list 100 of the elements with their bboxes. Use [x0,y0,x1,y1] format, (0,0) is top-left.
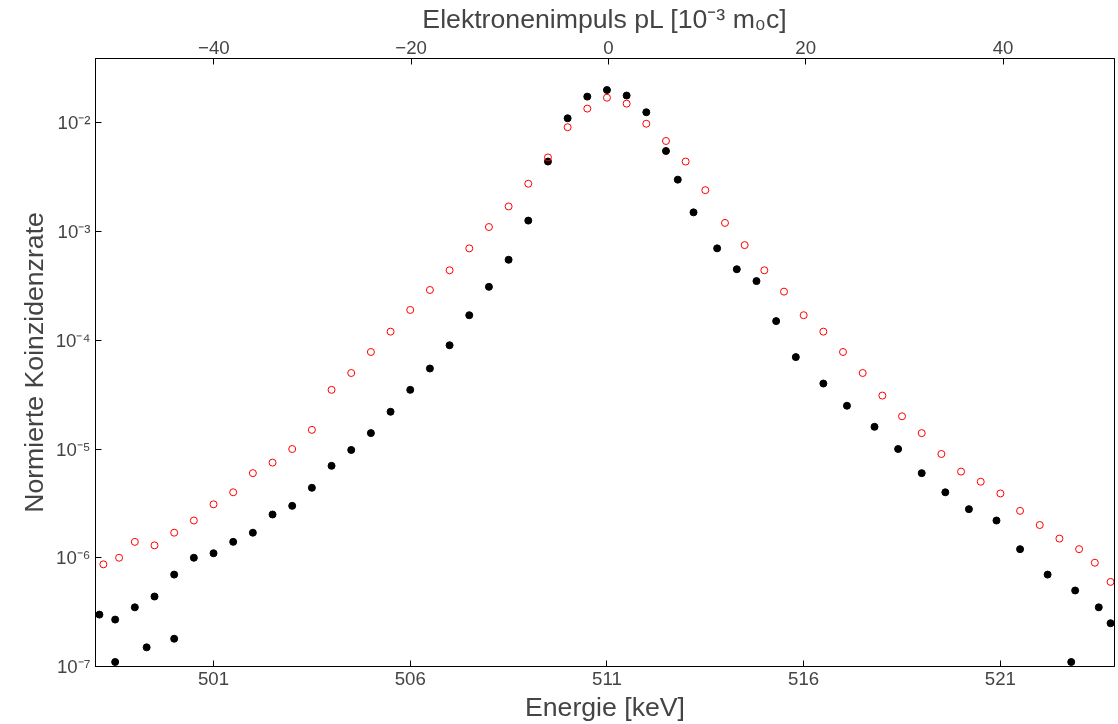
point [248,528,257,537]
point [347,369,356,377]
point [791,353,800,362]
y-tick-label: 10⁻⁵ [56,438,91,460]
point [209,500,218,509]
point [842,401,851,410]
point [366,429,375,438]
point [406,305,415,314]
point [307,425,316,434]
point [288,445,297,453]
point [937,449,946,458]
point [111,658,120,666]
point [111,615,120,624]
point [602,93,611,102]
point [1106,577,1115,586]
point [142,643,151,652]
point [425,364,434,373]
point [170,528,179,537]
point [819,379,828,388]
point [740,241,749,250]
point [681,157,690,166]
point [622,91,631,100]
point [622,99,631,108]
point [445,341,454,350]
x2-tick-label: 0 [603,36,614,58]
y-tick-label: 10⁻⁶ [56,547,91,569]
point [992,516,1001,525]
point [524,216,533,225]
point [1106,619,1115,628]
point [1016,506,1025,515]
point [964,505,973,514]
point [189,516,198,525]
point [130,537,139,546]
point [894,445,903,453]
point [504,255,513,264]
point [504,202,513,211]
point [713,244,722,253]
y-tick-label: 10⁻² [57,112,91,134]
point [976,477,985,486]
point [642,119,651,128]
point [772,317,781,326]
point [406,385,415,394]
point [229,488,238,497]
point [1071,586,1080,595]
point [465,311,474,320]
point [996,489,1005,498]
point [327,461,336,470]
point [366,348,375,356]
y-tick-label: 10⁻³ [57,221,91,243]
x-tick-label: 516 [788,667,820,689]
point [1043,570,1052,579]
point [248,469,257,478]
point [484,223,493,232]
y-axis-title: Normierte Koinzidenzrate [18,212,49,513]
point [563,123,572,132]
point [799,311,808,320]
point [130,603,139,612]
point [327,385,336,394]
point [189,553,198,562]
point [661,137,670,145]
point [445,266,454,275]
x2-tick-label: 20 [795,36,817,58]
x-tick-label: 511 [592,667,622,689]
point [1090,558,1099,567]
point [288,501,297,510]
point [583,104,592,113]
point [484,282,493,291]
point [917,469,926,478]
point [661,147,670,155]
point [1016,545,1025,554]
point [1055,534,1064,543]
point [870,422,879,431]
point [673,175,682,184]
point [642,108,651,117]
point [209,549,218,558]
point [563,114,572,123]
point [150,592,159,601]
x-tick-label: 521 [984,667,1016,689]
point [99,560,108,569]
point [543,153,552,162]
point [524,179,533,188]
y-tick-label: 10⁻⁴ [55,329,91,351]
point [721,218,729,227]
point [839,348,848,356]
point [780,287,789,296]
point [732,265,741,274]
point [957,467,966,476]
x2-axis-title: Elektronenimpuls pL [10⁻³ m₀c] [422,3,787,34]
point [819,327,828,336]
x-tick-label: 506 [394,667,426,689]
x2-tick-label: 40 [992,36,1014,58]
point [602,86,611,95]
point [229,537,238,546]
point [752,277,761,286]
point [701,186,710,195]
point [1075,545,1084,554]
point [170,570,179,579]
point [689,208,698,217]
x2-tick-label: −40 [198,36,230,58]
point [347,445,356,454]
